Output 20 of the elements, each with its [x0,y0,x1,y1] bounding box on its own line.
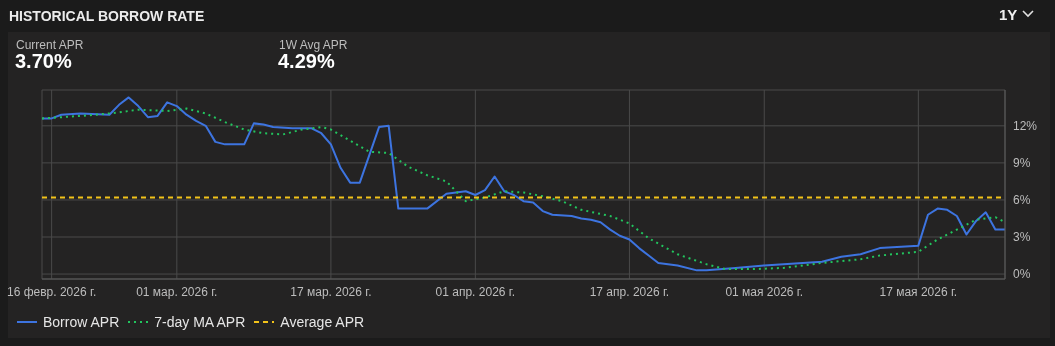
x-tick-label: 17 мая 2026 г. [879,284,958,299]
chart-title: HISTORICAL BORROW RATE [9,8,205,24]
legend-label: 7-day MA APR [154,314,246,330]
x-tick-label: 01 апр. 2026 г. [435,284,516,299]
y-tick-label: 3% [1013,230,1031,245]
y-tick-label: 6% [1013,193,1031,208]
y-tick-label: 12% [1013,119,1038,134]
y-tick-label: 9% [1013,156,1031,171]
text: 1Y [999,6,1018,23]
x-tick-label: 16 февр. 2026 г. [7,284,97,299]
x-tick-label: 01 мар. 2026 г. [136,284,218,299]
text: 1W Avg APR [279,38,348,52]
text: 3.70% [15,50,72,73]
y-tick-label: 0% [1013,267,1031,282]
legend-label: Borrow APR [43,314,120,330]
legend-label: Average APR [280,314,365,330]
text: Current APR [16,38,84,52]
x-tick-label: 17 мар. 2026 г. [290,284,372,299]
x-tick-label: 17 апр. 2026 г. [589,284,670,299]
x-tick-label: 01 мая 2026 г. [725,284,804,299]
